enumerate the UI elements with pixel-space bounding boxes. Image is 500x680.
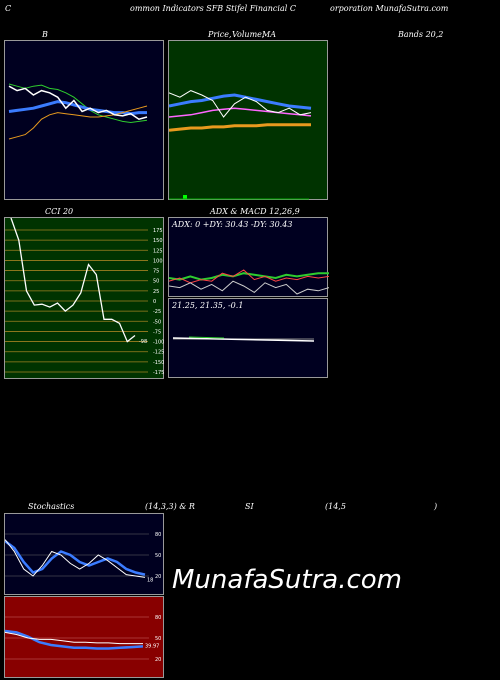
cci-tick-label-10: -75 <box>153 329 161 335</box>
stoch-label-e: ) <box>434 502 438 511</box>
cci-tick-label-7: 0 <box>153 299 156 305</box>
cci-tick-label-2: 125 <box>153 248 163 254</box>
price-line-3 <box>169 90 312 118</box>
cci-tick-label-6: 25 <box>153 289 159 295</box>
cci-tick-label-9: -50 <box>153 319 161 325</box>
bands-label: Bands 20,2 <box>398 30 444 39</box>
cci-tick-label-3: 100 <box>153 258 163 264</box>
stoch-label-d: (14,5 <box>325 502 346 511</box>
cci-tick-label-4: 75 <box>153 269 159 275</box>
stoch-label-a: Stochastics <box>28 502 75 511</box>
rsi-tick-label-0: 80 <box>155 615 161 621</box>
stoch-tick-label-2: 20 <box>155 574 161 580</box>
stoch-line-0 <box>5 540 146 576</box>
price-line-2 <box>169 107 312 118</box>
rsi-panel: 80 50 20 39.97 <box>4 596 164 678</box>
macd-chart <box>172 336 315 342</box>
stoch-last-label: 18 <box>147 577 153 583</box>
stoch-label-b: (14,3,3) & R <box>145 502 195 511</box>
rsi-line-1 <box>5 631 143 645</box>
cci-panel: 175 150 125 100 75 50 25 0 -25 -50 -75 -100 -125 -150… <box>4 217 164 379</box>
stoch-label-c: SI <box>245 502 254 511</box>
cci-tick-label-1: 150 <box>153 238 163 244</box>
price-panel <box>168 40 328 200</box>
cci-tick-label-13: -150 <box>153 360 164 366</box>
rsi-tick-label-1: 50 <box>155 636 161 642</box>
watermark: MunafaSutra.com <box>172 565 403 595</box>
price-label: Price, <box>208 30 232 39</box>
bollinger-line-2 <box>8 105 148 140</box>
rsi-chart: 80 50 20 39.97 <box>5 615 161 663</box>
cci-tick-label-5: 50 <box>153 279 159 285</box>
ma-label: MA <box>262 30 276 39</box>
cci-line <box>10 218 136 343</box>
header-right: orporation MunafaSutra.com <box>330 4 449 13</box>
cci-last-label: -98 <box>139 339 147 345</box>
cci-tick-label-0: 175 <box>153 228 163 234</box>
header-title: ommon Indicators SFB Stifel Financial C <box>130 4 296 13</box>
adx-line-0 <box>169 272 329 281</box>
bollinger-panel <box>4 40 164 200</box>
adx-panel: ADX: 0 +DY: 30.43 -DY: 30.43 <box>168 217 329 297</box>
stochastics-panel: 80 50 20 18 <box>4 513 164 595</box>
bollinger-line-3 <box>8 85 148 121</box>
adx-chart <box>169 269 329 295</box>
bollinger-line-0 <box>8 83 148 124</box>
cci-tick-label-11: -100 <box>153 340 164 346</box>
stoch-tick-label-0: 80 <box>155 532 161 538</box>
price-line-0 <box>169 93 312 110</box>
cci-tick-label-8: -25 <box>153 309 161 315</box>
price-ma-chart <box>169 90 312 200</box>
volume-bar <box>183 195 187 199</box>
macd-values: 21.25, 21.35, -0.1 <box>172 301 244 310</box>
adx-line-1 <box>169 269 329 284</box>
bollinger-label: B <box>42 30 48 39</box>
rsi-last-label: 39.97 <box>145 644 159 650</box>
macd-line <box>172 337 315 342</box>
cci-label: CCI 20 <box>45 207 74 216</box>
price-line-1 <box>169 123 311 132</box>
adx-macd-label: ADX & MACD 12,26,9 <box>210 207 300 216</box>
cci-tick-label-12: -125 <box>153 350 164 356</box>
adx-line-2 <box>169 280 329 295</box>
cci-chart: 175 150 125 100 75 50 25 0 -25 -50 -75 -100 -125 -150… <box>5 218 164 376</box>
adx-values: ADX: 0 +DY: 30.43 -DY: 30.43 <box>172 220 293 229</box>
rsi-line-0 <box>5 629 144 650</box>
rsi-tick-label-2: 20 <box>155 657 161 663</box>
bollinger-chart <box>8 83 148 140</box>
cci-tick-label-14: -175 <box>153 370 164 376</box>
stoch-line-1 <box>5 539 146 578</box>
header-left: C <box>5 4 12 13</box>
stoch-tick-label-1: 50 <box>155 553 161 559</box>
macd-panel: 21.25, 21.35, -0.1 <box>168 298 328 378</box>
volume-label: Volume, <box>232 30 265 39</box>
macd-histogram <box>188 336 225 339</box>
